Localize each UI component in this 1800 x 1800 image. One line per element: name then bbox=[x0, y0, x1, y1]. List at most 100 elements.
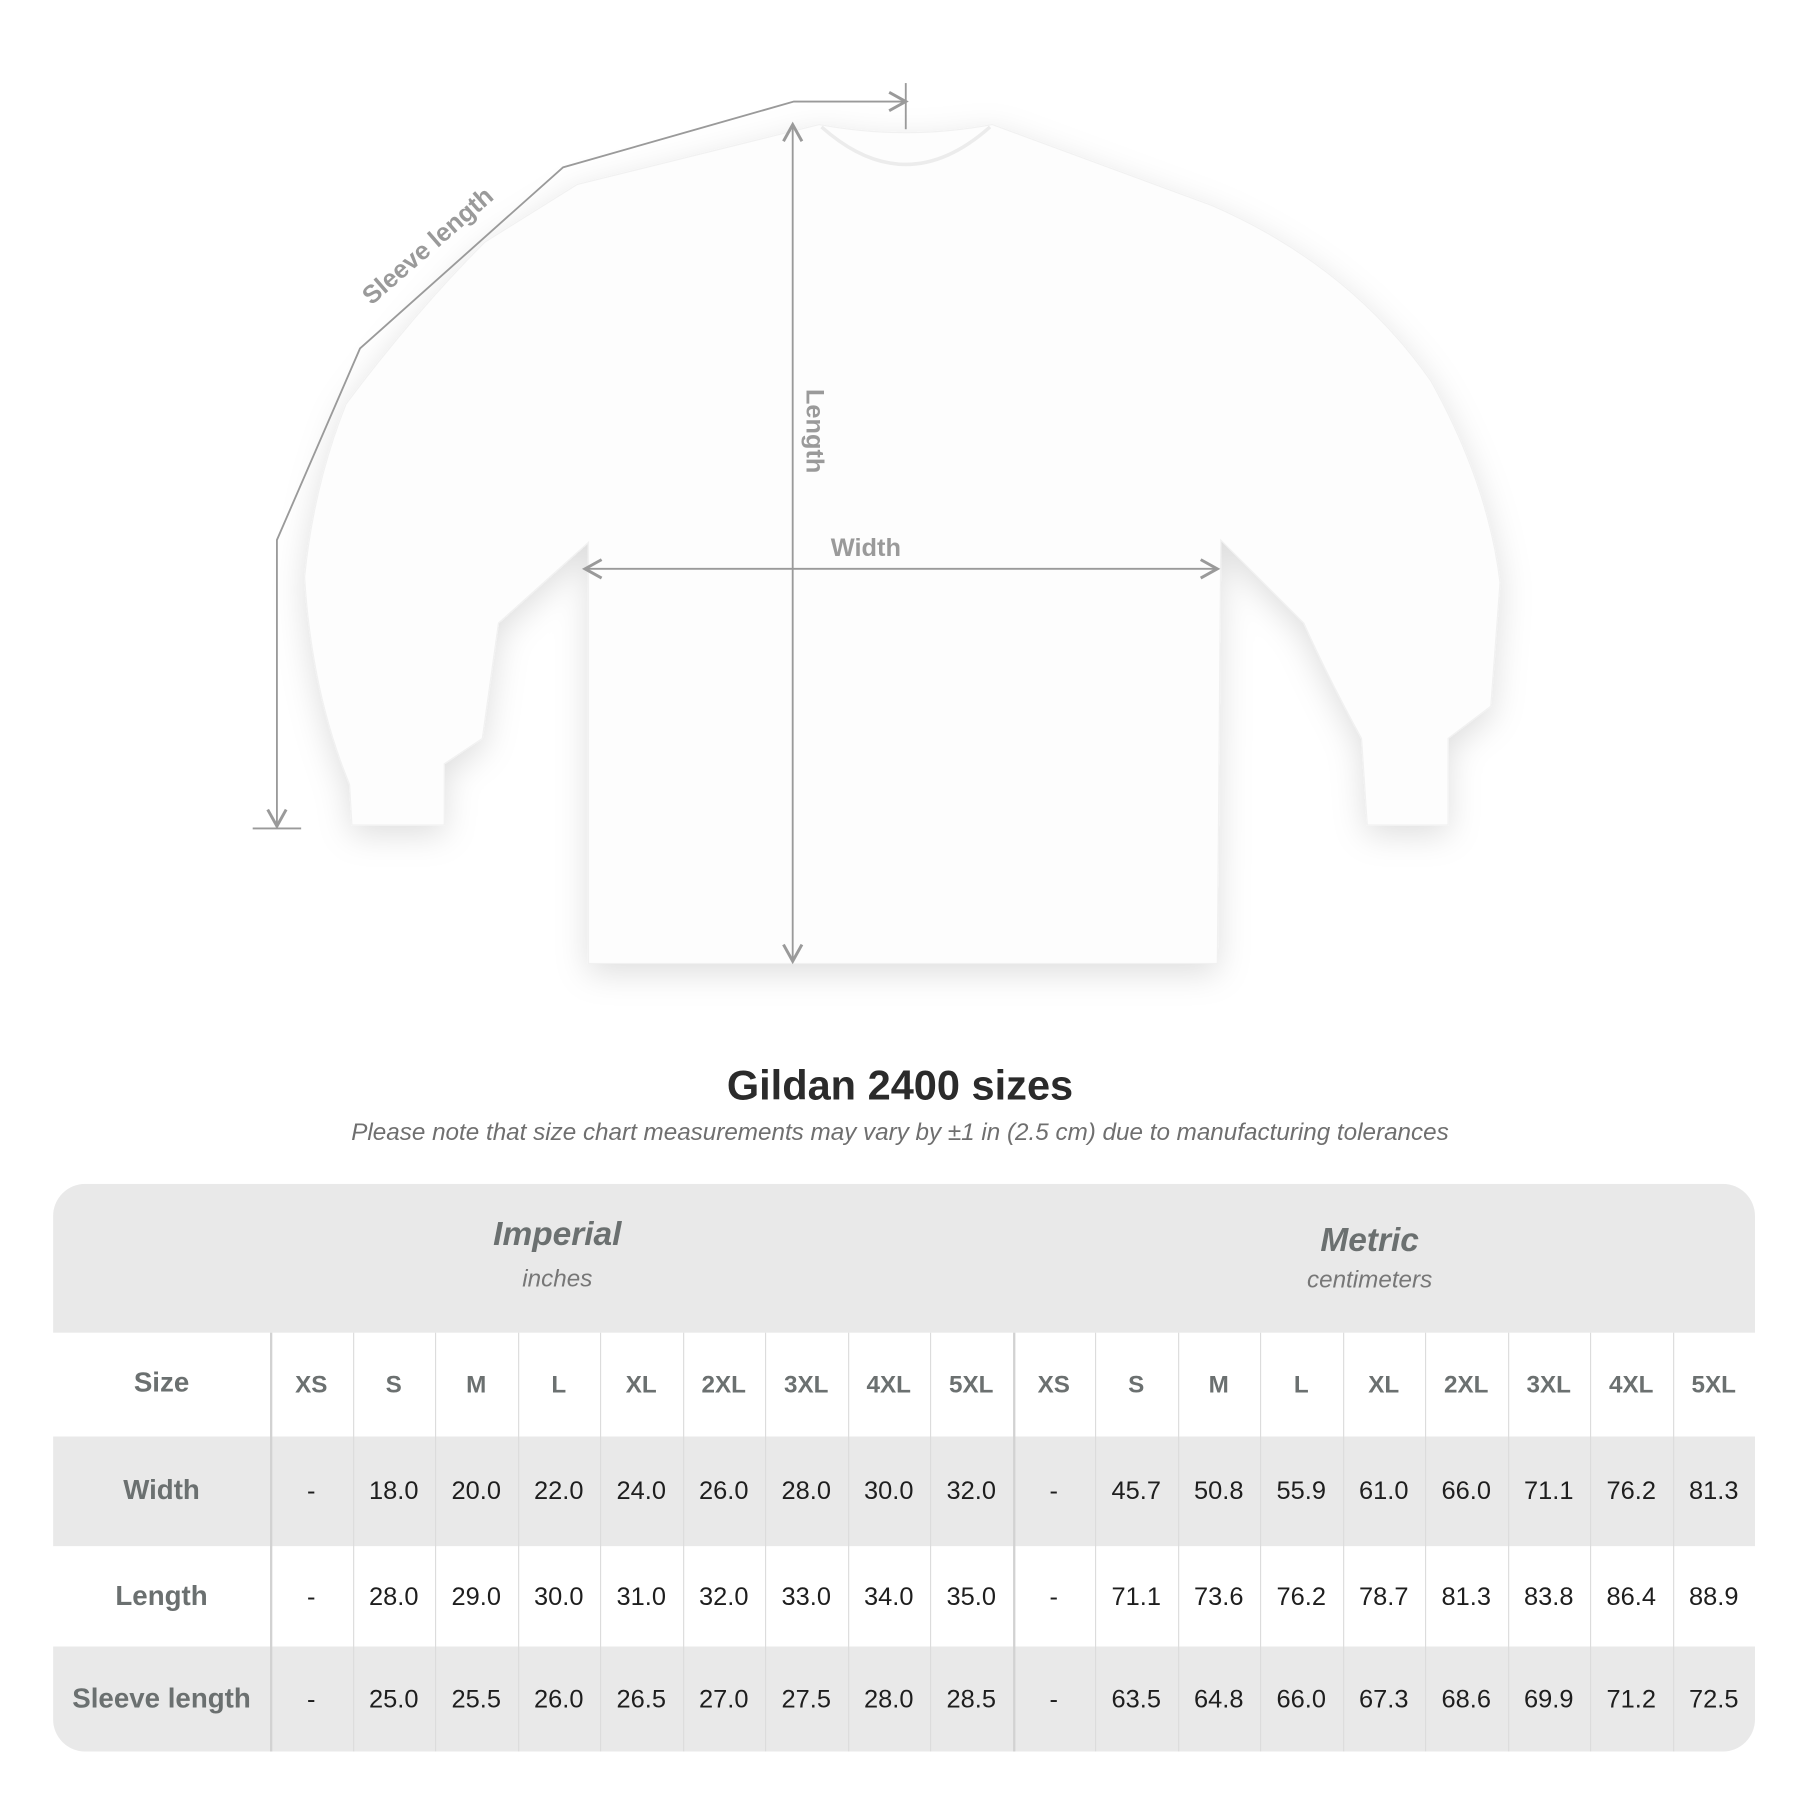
column-divider bbox=[352, 1332, 354, 1752]
header-band bbox=[53, 1183, 1755, 1333]
row-band-width bbox=[53, 1436, 1755, 1547]
row-band-sleeve bbox=[53, 1646, 1755, 1752]
row-label-length: Length bbox=[115, 1580, 208, 1612]
table-cell: 27.5 bbox=[781, 1684, 831, 1714]
table-cell: 28.0 bbox=[781, 1475, 831, 1505]
table-cell: 66.0 bbox=[1441, 1475, 1491, 1505]
table-cell: 72.5 bbox=[1689, 1684, 1739, 1714]
size-table: Imperial inches Metric centimeters Size … bbox=[53, 1183, 1755, 1752]
table-cell: 71.2 bbox=[1606, 1684, 1656, 1714]
table-cell: 26.5 bbox=[616, 1684, 666, 1714]
column-divider bbox=[847, 1332, 849, 1752]
imperial-size-2xl: 2XL bbox=[701, 1371, 746, 1399]
table-cell: 28.0 bbox=[369, 1581, 419, 1611]
table-cell: - bbox=[1049, 1475, 1058, 1505]
table-cell: 28.0 bbox=[864, 1684, 914, 1714]
column-divider bbox=[1507, 1332, 1509, 1752]
table-cell: 69.9 bbox=[1524, 1684, 1574, 1714]
table-cell: 63.5 bbox=[1111, 1684, 1161, 1714]
table-cell: 76.2 bbox=[1276, 1581, 1326, 1611]
table-cell: - bbox=[307, 1684, 316, 1714]
imperial-size-5xl: 5XL bbox=[949, 1371, 994, 1399]
table-cell: 28.5 bbox=[946, 1684, 996, 1714]
table-cell: 32.0 bbox=[946, 1475, 996, 1505]
table-cell: 68.6 bbox=[1441, 1684, 1491, 1714]
column-divider bbox=[682, 1332, 684, 1752]
column-divider bbox=[1424, 1332, 1427, 1752]
column-divider bbox=[599, 1332, 602, 1752]
column-divider bbox=[1177, 1332, 1179, 1752]
table-cell: 26.0 bbox=[534, 1684, 584, 1714]
table-cell: 64.8 bbox=[1194, 1684, 1244, 1714]
table-cell: 25.5 bbox=[451, 1684, 501, 1714]
table-cell: 88.9 bbox=[1689, 1581, 1739, 1611]
metric-title: Metric bbox=[1320, 1221, 1419, 1259]
table-cell: 83.8 bbox=[1524, 1581, 1574, 1611]
metric-size-m: M bbox=[1208, 1371, 1229, 1399]
metric-header: Metric centimeters bbox=[1197, 1222, 1543, 1295]
column-divider bbox=[929, 1332, 932, 1752]
table-cell: 31.0 bbox=[616, 1581, 666, 1611]
table-cell: 30.0 bbox=[534, 1581, 584, 1611]
metric-size-2xl: 2XL bbox=[1444, 1371, 1489, 1399]
column-divider bbox=[1672, 1332, 1674, 1752]
metric-size-5xl: 5XL bbox=[1691, 1371, 1736, 1399]
row-label-sleeve-length: Sleeve length bbox=[72, 1683, 251, 1715]
table-cell: 20.0 bbox=[451, 1475, 501, 1505]
table-cell: - bbox=[1049, 1684, 1058, 1714]
table-cell: 27.0 bbox=[699, 1684, 749, 1714]
table-cell: - bbox=[307, 1475, 316, 1505]
table-cell: 71.1 bbox=[1111, 1581, 1161, 1611]
table-cell: 78.7 bbox=[1359, 1581, 1409, 1611]
table-cell: 25.0 bbox=[369, 1684, 419, 1714]
metric-size-s: S bbox=[1128, 1371, 1145, 1399]
imperial-size-4xl: 4XL bbox=[866, 1371, 911, 1399]
column-divider bbox=[1342, 1332, 1344, 1752]
metric-size-xl: XL bbox=[1368, 1371, 1400, 1399]
imperial-size-xs: XS bbox=[295, 1371, 328, 1399]
table-cell: 35.0 bbox=[946, 1581, 996, 1611]
table-cell: 29.0 bbox=[451, 1581, 501, 1611]
table-cell: 24.0 bbox=[616, 1475, 666, 1505]
tolerance-note: Please note that size chart measurements… bbox=[351, 1119, 1449, 1146]
imperial-title: Imperial bbox=[493, 1216, 622, 1254]
column-divider bbox=[1012, 1332, 1015, 1752]
imperial-size-l: L bbox=[551, 1371, 567, 1399]
table-cell: 45.7 bbox=[1111, 1475, 1161, 1505]
shirt-diagram: Sleeve length Length Width bbox=[252, 83, 1501, 965]
size-header-label: Size bbox=[133, 1367, 190, 1399]
shirt-illustration bbox=[304, 124, 1501, 965]
metric-size-xs: XS bbox=[1037, 1371, 1070, 1399]
table-cell: 81.3 bbox=[1689, 1475, 1739, 1505]
table-cell: 34.0 bbox=[864, 1581, 914, 1611]
imperial-header: Imperial inches bbox=[384, 1216, 730, 1293]
column-divider bbox=[269, 1332, 273, 1752]
metric-size-l: L bbox=[1293, 1371, 1309, 1399]
table-cell: 33.0 bbox=[781, 1581, 831, 1611]
measurement-lines bbox=[252, 83, 1221, 965]
imperial-size-3xl: 3XL bbox=[784, 1371, 829, 1399]
table-cell: 22.0 bbox=[534, 1475, 584, 1505]
column-divider bbox=[1259, 1332, 1262, 1752]
table-cell: 55.9 bbox=[1276, 1475, 1326, 1505]
column-divider bbox=[1589, 1332, 1592, 1752]
imperial-size-m: M bbox=[466, 1371, 487, 1399]
imperial-unit: inches bbox=[522, 1265, 593, 1293]
column-divider bbox=[517, 1332, 519, 1752]
column-divider bbox=[764, 1332, 767, 1752]
table-cell: 86.4 bbox=[1606, 1581, 1656, 1611]
table-cell: 18.0 bbox=[369, 1475, 419, 1505]
column-divider bbox=[1094, 1332, 1097, 1752]
row-label-width: Width bbox=[123, 1474, 200, 1506]
column-divider bbox=[434, 1332, 437, 1752]
width-label: Width bbox=[831, 534, 901, 562]
table-cell: 76.2 bbox=[1606, 1475, 1656, 1505]
table-cell: 32.0 bbox=[699, 1581, 749, 1611]
imperial-size-s: S bbox=[385, 1371, 402, 1399]
metric-size-3xl: 3XL bbox=[1526, 1371, 1571, 1399]
metric-size-4xl: 4XL bbox=[1609, 1371, 1654, 1399]
metric-unit: centimeters bbox=[1306, 1266, 1433, 1294]
table-cell: 81.3 bbox=[1441, 1581, 1491, 1611]
table-cell: 71.1 bbox=[1524, 1475, 1574, 1505]
